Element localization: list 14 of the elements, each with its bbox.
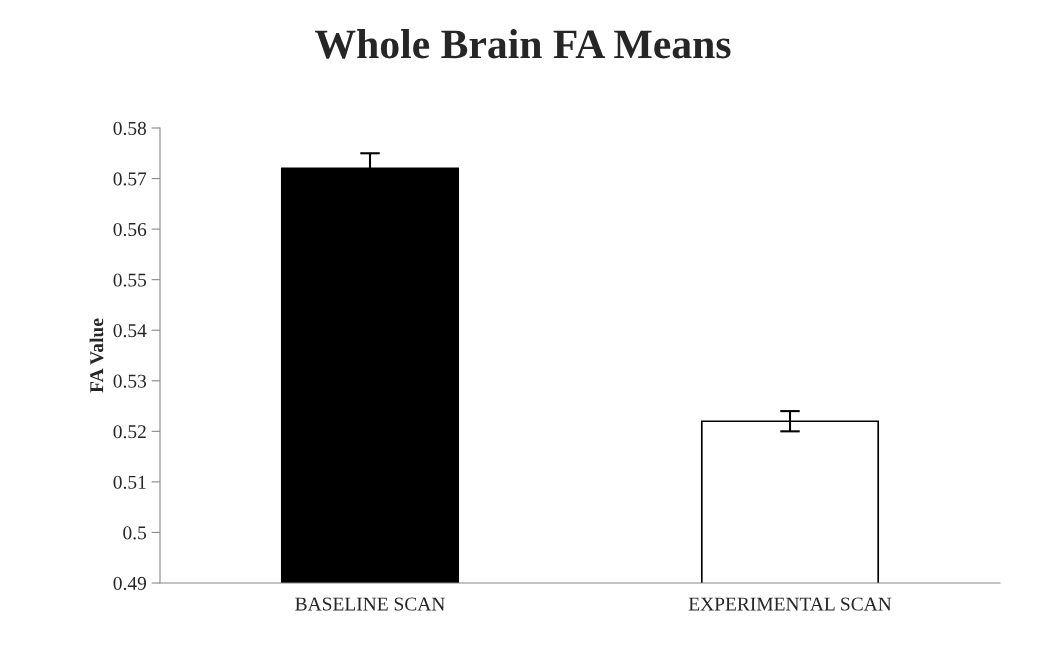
y-tick-label: 0.5 [123, 526, 147, 540]
y-tick-label: 0.51 [113, 475, 146, 489]
y-tick-label: 0.57 [113, 172, 147, 186]
chart-title: Whole Brain FA Means [315, 29, 731, 59]
y-tick-label: 0.54 [113, 324, 147, 338]
y-tick-label: 0.56 [113, 222, 147, 237]
x-tick-label: BASELINE SCAN [295, 597, 445, 611]
y-tick-label: 0.52 [113, 425, 146, 439]
y-axis-title: FA Value [89, 318, 104, 393]
y-tick-label: 0.53 [113, 374, 147, 388]
y-tick-label: 0.58 [113, 121, 147, 136]
y-tick-label: 0.49 [113, 576, 147, 591]
x-tick-label: EXPERIMENTAL SCAN [688, 597, 892, 611]
y-tick-label: 0.55 [113, 273, 147, 287]
